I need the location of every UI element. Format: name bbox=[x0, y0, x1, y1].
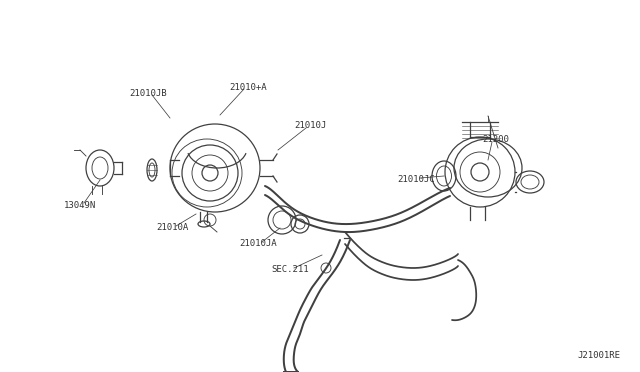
Text: 21010JA: 21010JA bbox=[239, 240, 277, 248]
Text: 21010JC: 21010JC bbox=[397, 176, 435, 185]
Text: 21010+A: 21010+A bbox=[229, 83, 267, 92]
Text: 21010J: 21010J bbox=[294, 122, 326, 131]
Text: 21010JB: 21010JB bbox=[129, 89, 167, 97]
Text: SEC.211: SEC.211 bbox=[271, 266, 309, 275]
Text: 21010A: 21010A bbox=[156, 224, 188, 232]
Text: 21200: 21200 bbox=[483, 135, 509, 144]
Text: 13049N: 13049N bbox=[64, 201, 96, 209]
Text: J21001RE: J21001RE bbox=[577, 351, 620, 360]
